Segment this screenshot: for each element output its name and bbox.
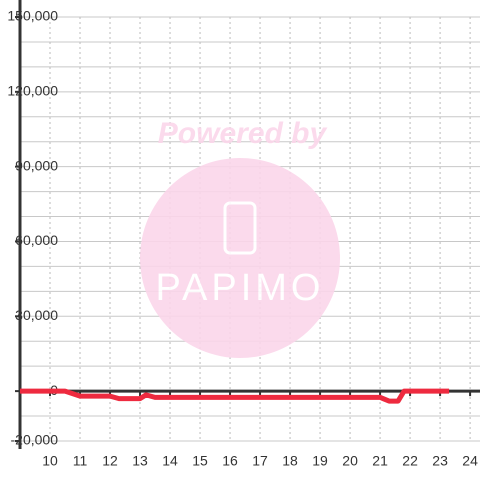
- x-tick-label: 22: [402, 453, 418, 469]
- x-tick-label: 21: [372, 453, 388, 469]
- x-tick-label: 17: [252, 453, 268, 469]
- x-tick-label: 15: [192, 453, 208, 469]
- x-tick-label: 24: [462, 453, 478, 469]
- watermark-logo: PAPIMO: [156, 267, 325, 309]
- watermark-phone: [223, 201, 257, 255]
- data-line: [20, 388, 450, 404]
- watermark-text: Powered by: [158, 117, 328, 150]
- x-tick-label: 23: [432, 453, 448, 469]
- y-tick-label: 150,000: [7, 8, 58, 24]
- y-tick-label: 30,000: [15, 307, 58, 323]
- x-tick-label: 16: [222, 453, 238, 469]
- y-tick-label: -20,000: [11, 432, 59, 448]
- x-tick-label: 19: [312, 453, 328, 469]
- y-tick-label: 90,000: [15, 157, 58, 173]
- x-tick-label: 12: [102, 453, 118, 469]
- y-tick-label: 120,000: [7, 83, 58, 99]
- x-tick-label: 20: [342, 453, 358, 469]
- x-tick-label: 10: [42, 453, 58, 469]
- watermark: Powered by PAPIMO: [140, 117, 340, 358]
- watermark-circle: [140, 158, 340, 358]
- x-tick-label: 11: [73, 453, 88, 469]
- y-tick-label: 60,000: [15, 232, 58, 248]
- x-tick-label: 18: [282, 453, 298, 469]
- x-tick-label: 13: [132, 453, 148, 469]
- x-tick-label: 14: [162, 453, 178, 469]
